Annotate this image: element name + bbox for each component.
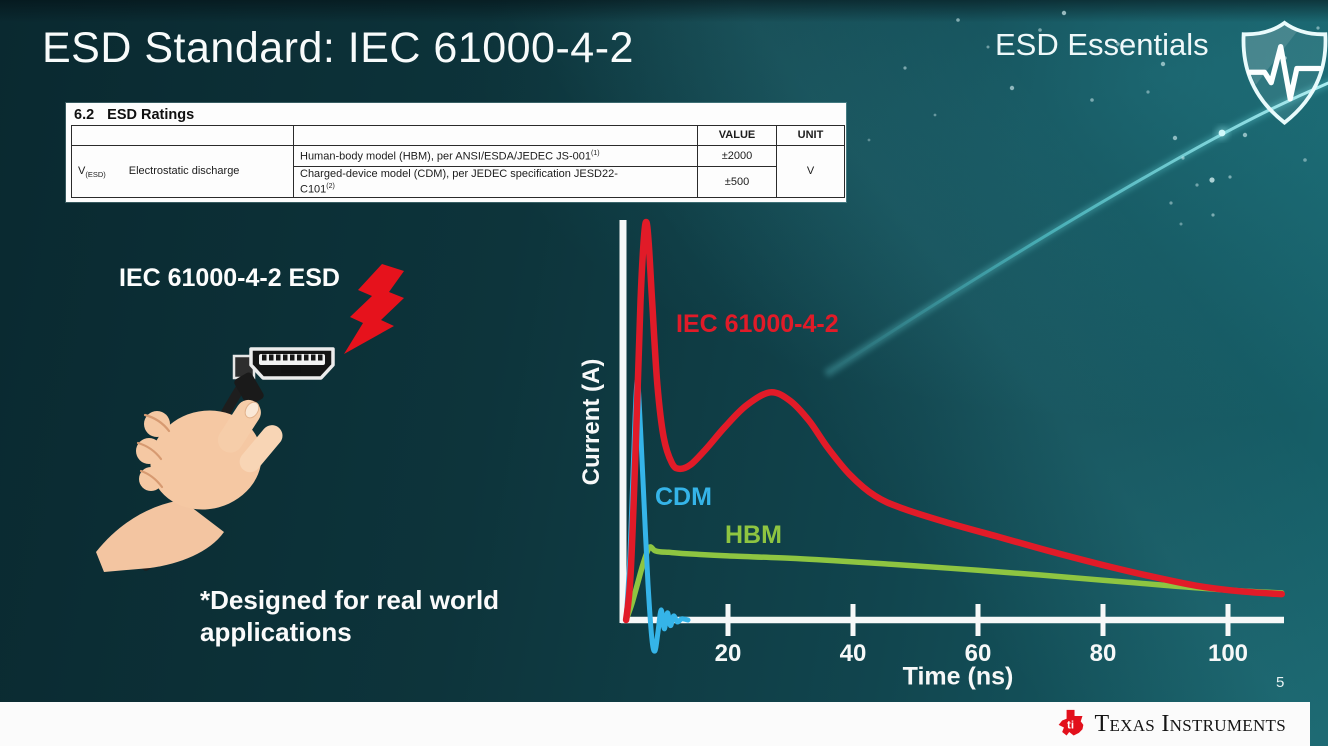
hand [96,399,283,572]
program-badge-label: ESD Essentials [995,27,1209,62]
series-iec-61000-4-2 [622,218,1286,624]
hbm-description: Human-body model (HBM), per ANSI/ESDA/JE… [293,145,698,167]
x-tick-label: 60 [965,640,992,667]
section-number: 6.2 [74,107,95,123]
esd-ratings-panel: 6.2 ESD Ratings VALUE UNIT V(ESD) Electros… [66,103,846,202]
svg-text:ti: ti [1067,719,1074,731]
unit-header: UNIT [776,125,845,146]
ti-logo-icon: ti [1058,709,1083,736]
cable-boot [234,372,264,406]
page-title: ESD Standard: IEC 61000-4-2 [42,24,634,72]
brand-name: Texas Instruments [1094,710,1286,737]
unit-cell: V [776,145,845,198]
parameter-label: Electrostatic discharge [128,164,240,177]
x-tick-label: 20 [715,640,742,667]
hdmi-connector [232,347,335,380]
value-header: VALUE [697,125,777,146]
section-title: ESD Ratings [107,107,195,123]
cdm-value: ±500 [697,166,777,198]
iec-curve-label: IEC 61000-4-2 [676,310,839,338]
series-hbm [623,544,1285,623]
illustration-caption: IEC 61000-4-2 ESD [119,264,340,292]
x-tick-label: 80 [1090,640,1117,667]
hbm-curve-label: HBM [725,521,782,549]
x-tick-label: 40 [840,640,867,667]
y-axis-label: Current (A) [578,358,605,486]
table-heading: 6.2 ESD Ratings [71,106,840,125]
lightning-bolt-icon [344,264,404,354]
light-beam-icon [823,78,1328,378]
table-header-row: VALUE UNIT [71,125,845,146]
esd-ratings-table: VALUE UNIT V(ESD) Electrostatic discharge… [71,125,845,198]
shield-pulse-icon [1241,20,1328,126]
footnote-text: *Designed for real world applications [200,585,500,647]
symbol-cell: V(ESD) Electrostatic discharge [71,145,294,198]
page-number: 5 [1276,674,1285,691]
cdm-curve-label: CDM [655,483,712,511]
table-row: V(ESD) Electrostatic discharge Human-body… [71,145,845,198]
footer-bar: ti Texas Instruments [0,702,1310,746]
cdm-description: Charged-device model (CDM), per JEDEC sp… [293,166,698,198]
x-axis-label: Time (ns) [902,662,1014,691]
x-tick-label: 100 [1208,640,1248,667]
table-row: Charged-device model (CDM), per JEDEC sp… [72,166,845,198]
